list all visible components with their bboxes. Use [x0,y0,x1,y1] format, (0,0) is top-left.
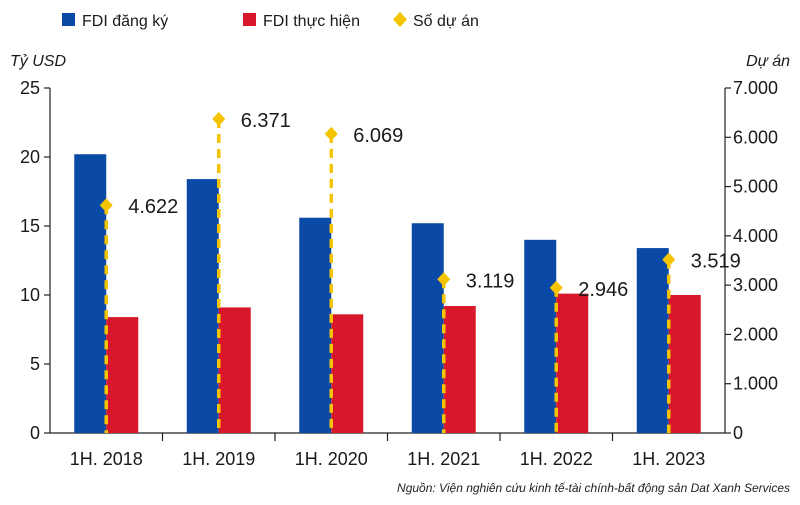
project-value-label: 2.946 [578,279,628,301]
legend-label-fdi-registered: FDI đăng ký [82,13,168,30]
left-tick-label: 0 [30,423,40,443]
x-tick-label: 1H. 2018 [70,449,143,469]
project-marker [212,112,226,127]
project-marker [324,126,338,141]
x-tick-label: 1H. 2019 [182,449,255,469]
right-axis-unit: Dự án [746,53,790,70]
bar-fdi-disbursed [443,306,476,433]
bar-fdi-disbursed [331,314,364,433]
project-marker [99,198,113,213]
project-markers: 4.622 6.371 6.069 3.119 2.946 3.519 [99,110,741,433]
bar-fdi-registered [636,248,669,433]
left-tick-label: 25 [20,78,40,98]
left-axis-unit: Tỷ USD [10,53,66,70]
bar-fdi-registered [74,154,107,434]
right-tick-label: 4.000 [733,226,778,246]
legend-swatch-fdi-disbursed [243,13,256,26]
left-axis-ticks: 0 5 10 15 20 25 [20,78,50,443]
x-tick-label: 1H. 2021 [407,449,480,469]
right-tick-label: 7.000 [733,78,778,98]
right-axis-ticks: 0 1.000 2.000 3.000 4.000 5.000 6.000 7.000 [725,78,778,443]
bar-fdi-disbursed [218,307,251,433]
legend-label-fdi-disbursed: FDI thực hiện [263,13,360,30]
bar-fdi-disbursed [106,317,139,433]
bars [74,154,701,434]
x-tick-label: 1H. 2022 [520,449,593,469]
bar-fdi-registered [524,239,557,433]
right-tick-label: 0 [733,423,743,443]
project-marker [437,272,451,287]
right-tick-label: 1.000 [733,374,778,394]
legend-swatch-fdi-registered [62,13,75,26]
x-axis-labels: 1H. 2018 1H. 2019 1H. 2020 1H. 2021 1H. 2022… [70,433,705,469]
legend: FDI đăng ký FDI thực hiện Số dự án [62,12,479,30]
left-tick-label: 15 [20,216,40,236]
project-value-label: 4.622 [128,196,178,218]
right-tick-label: 3.000 [733,275,778,295]
left-tick-label: 5 [30,354,40,374]
right-tick-label: 5.000 [733,177,778,197]
project-value-label: 6.069 [353,125,403,147]
x-tick-label: 1H. 2023 [632,449,705,469]
x-tick-label: 1H. 2020 [295,449,368,469]
project-value-label: 3.119 [466,270,515,292]
source-note: Nguồn: Viện nghiên cứu kinh tế-tài chính… [397,481,790,495]
right-tick-label: 6.000 [733,127,778,147]
bar-fdi-registered [411,223,444,433]
legend-diamond-projects [393,12,407,27]
bar-fdi-registered [299,217,332,433]
bar-fdi-disbursed [668,295,701,433]
right-tick-label: 2.000 [733,324,778,344]
left-tick-label: 10 [20,285,40,305]
project-marker [662,252,676,267]
legend-label-projects: Số dự án [413,13,479,30]
left-tick-label: 20 [20,147,40,167]
project-value-label: 3.519 [691,251,741,273]
bar-fdi-disbursed [556,293,589,433]
project-marker [549,280,563,295]
bar-fdi-registered [186,179,219,433]
project-value-label: 6.371 [241,110,291,132]
